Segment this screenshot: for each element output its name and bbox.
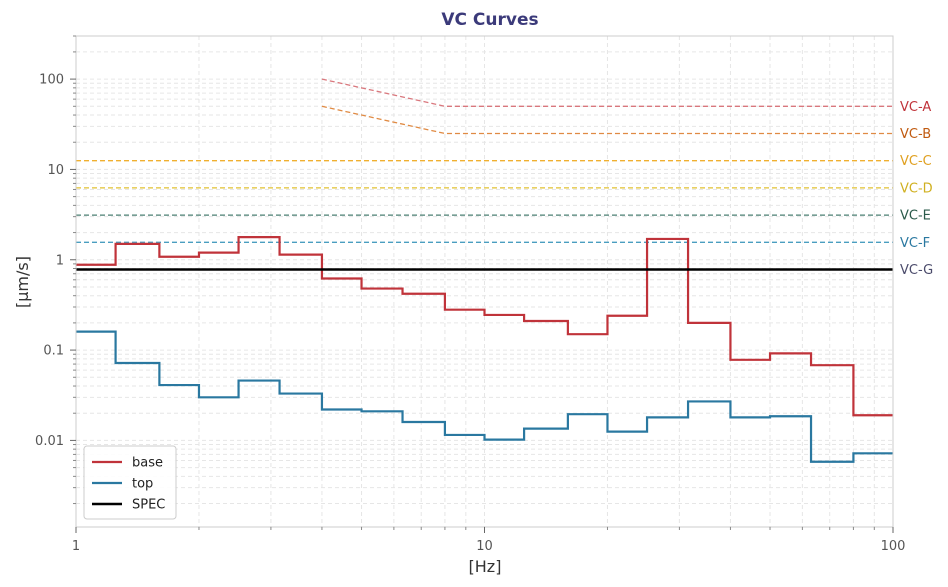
vc-label-vc-e: VC-E: [900, 209, 931, 224]
vc-label-vc-d: VC-D: [900, 181, 933, 196]
y-tick-label: 0.01: [35, 434, 64, 449]
x-tick-label: 10: [476, 539, 493, 554]
vc-label-vc-a: VC-A: [900, 100, 931, 115]
vc-labels: VC-A VC-B VC-C VC-D VC-E VC-F VC-G: [900, 100, 933, 278]
y-tick-label: 1: [56, 253, 64, 268]
legend-label-base: base: [132, 456, 163, 471]
legend-box: [83, 445, 177, 520]
x-tick-label: 1: [72, 539, 80, 554]
data-series: [76, 236, 893, 463]
vc-curve-vc-a: [321, 78, 893, 107]
y-tick-label: 0.1: [43, 344, 64, 359]
vc-label-vc-c: VC-C: [900, 154, 932, 169]
y-axis-label: [µm/s]: [13, 256, 32, 308]
series-top: [76, 330, 893, 463]
y-tick-label: 10: [47, 163, 64, 178]
chart-title: VC Curves: [441, 10, 538, 30]
legend-label-top: top: [132, 477, 153, 492]
legend: base top SPEC: [83, 445, 177, 520]
series-base: [76, 236, 893, 417]
grid: [75, 35, 893, 527]
vc-label-vc-g: VC-G: [900, 263, 933, 278]
x-tick-label: 100: [881, 539, 906, 554]
legend-label-spec: SPEC: [132, 498, 165, 513]
y-tick-label: 100: [39, 73, 64, 88]
x-axis-label: [Hz]: [469, 557, 502, 576]
vc-label-vc-b: VC-B: [900, 127, 931, 142]
vc-label-vc-f: VC-F: [900, 236, 930, 251]
axis-ticks: 1 10 100 0.01 0.1 1 10 100: [35, 35, 906, 554]
vc-curve-vc-b: [321, 105, 893, 135]
